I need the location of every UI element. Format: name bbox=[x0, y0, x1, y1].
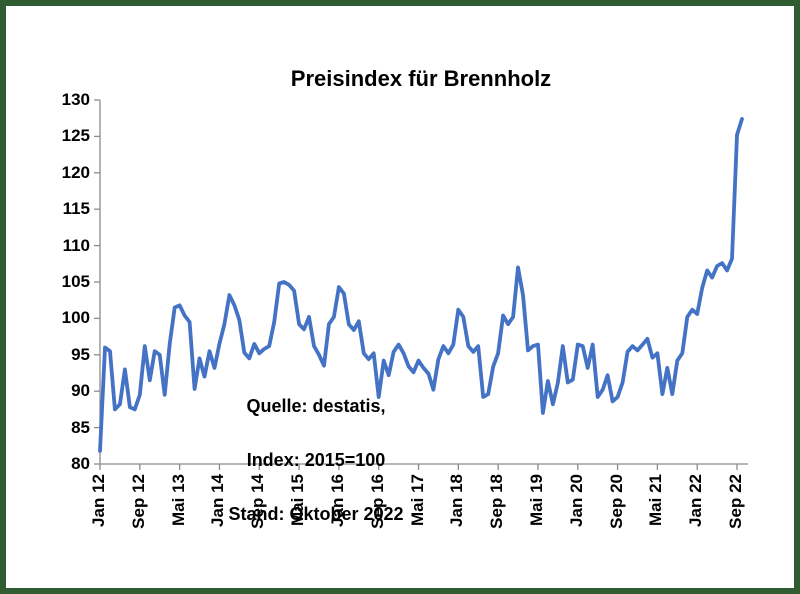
annotation-line-index: Index: 2015=100 bbox=[246, 450, 386, 470]
y-axis-label: 110 bbox=[62, 235, 90, 255]
y-axis-label: 85 bbox=[71, 417, 90, 437]
y-axis-label: 90 bbox=[71, 381, 90, 401]
y-axis-label: 95 bbox=[71, 344, 90, 364]
x-axis-label: Sep 20 bbox=[606, 474, 626, 529]
annotation-line-source: Quelle: destatis, bbox=[246, 396, 386, 416]
x-axis-label: Mai 21 bbox=[646, 474, 666, 526]
x-axis-label: Jan 20 bbox=[566, 474, 586, 527]
y-axis-label: 130 bbox=[61, 90, 90, 109]
y-axis-label: 100 bbox=[61, 308, 90, 328]
source-annotation: Quelle: destatis, Index: 2015=100 Stand:… bbox=[146, 366, 486, 555]
x-axis-label: Jan 12 bbox=[89, 474, 108, 527]
x-axis-label: Sep 18 bbox=[487, 474, 507, 529]
y-axis-label: 120 bbox=[61, 162, 90, 182]
x-axis-label: Mai 19 bbox=[526, 474, 546, 526]
y-axis-label: 125 bbox=[61, 126, 90, 146]
x-axis-label: Jan 22 bbox=[686, 474, 706, 527]
y-axis-label: 115 bbox=[62, 199, 90, 219]
annotation-line-stand: Stand: Oktober 2022 bbox=[228, 504, 404, 524]
x-axis-label: Sep 22 bbox=[726, 474, 746, 529]
y-axis-label: 105 bbox=[61, 272, 90, 291]
chart-title: Preisindex für Brennholz bbox=[290, 66, 552, 91]
y-axis-label: 80 bbox=[71, 454, 90, 473]
price-line bbox=[98, 117, 744, 453]
price-line-plot bbox=[94, 99, 748, 470]
